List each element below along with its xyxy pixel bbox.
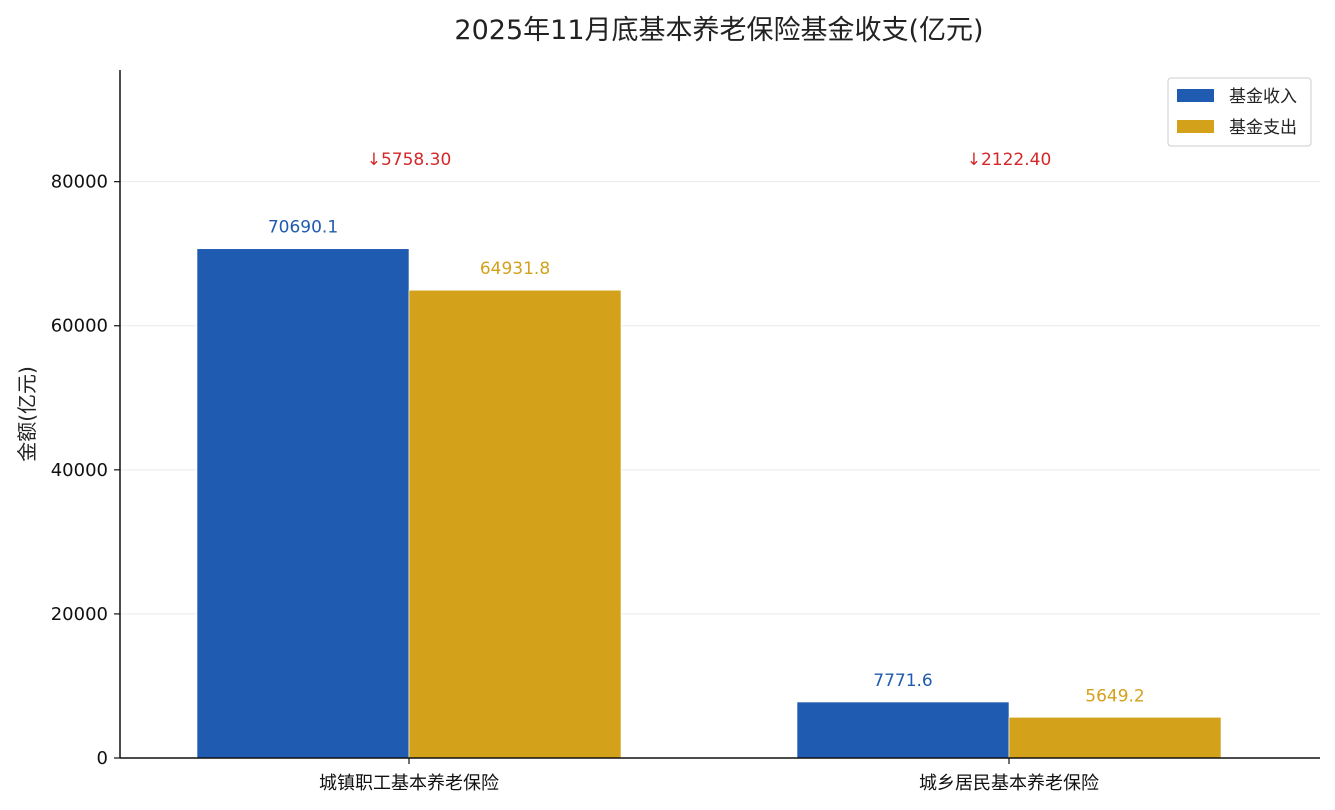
- y-axis-ticks: 0 20000 40000 60000 80000: [51, 172, 120, 769]
- difference-label: ↓2122.40: [967, 150, 1052, 170]
- bar: [196, 248, 410, 759]
- bar: [796, 701, 1010, 759]
- legend-swatch: [1177, 120, 1214, 133]
- bar-value-label: 64931.8: [480, 259, 550, 279]
- y-axis-label: 金额(亿元): [15, 366, 39, 462]
- y-tick-label: 60000: [51, 316, 108, 337]
- x-tick-label: 城镇职工基本养老保险: [319, 773, 499, 794]
- bar-value-label: 70690.1: [268, 218, 338, 238]
- y-tick-label: 0: [97, 748, 108, 769]
- legend-label: 基金收入: [1229, 87, 1297, 107]
- bar: [1008, 717, 1222, 759]
- legend-label: 基金支出: [1229, 118, 1297, 138]
- y-tick-label: 80000: [51, 172, 108, 193]
- difference-label: ↓5758.30: [367, 150, 452, 170]
- data-labels: 70690.1 64931.8 7771.6 5649.2: [268, 218, 1145, 707]
- difference-annotations: ↓5758.30 ↓2122.40: [367, 150, 1052, 170]
- x-tick-label: 城乡居民基本养老保险: [919, 773, 1099, 794]
- y-tick-label: 20000: [51, 604, 108, 625]
- y-tick-label: 40000: [51, 460, 108, 481]
- bars: [196, 248, 1222, 759]
- chart-title: 2025年11月底基本养老保险基金收支(亿元): [454, 15, 983, 46]
- bar-value-label: 5649.2: [1085, 686, 1144, 706]
- bar-value-label: 7771.6: [873, 671, 932, 691]
- bar: [408, 289, 622, 759]
- x-axis-ticks: 城镇职工基本养老保险 城乡居民基本养老保险: [319, 758, 1099, 794]
- legend-swatch: [1177, 89, 1214, 102]
